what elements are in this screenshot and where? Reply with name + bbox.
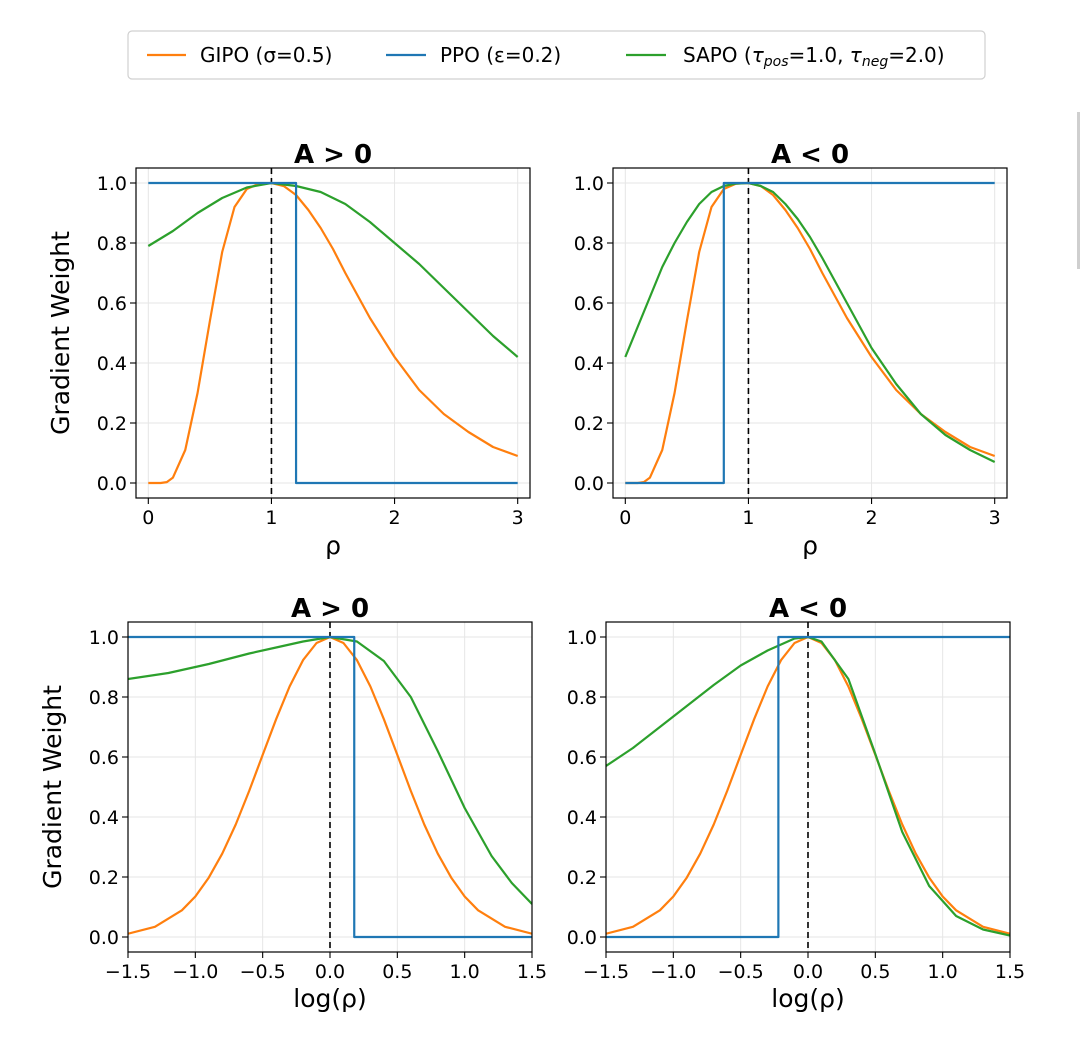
y-tick-label: 0.4 xyxy=(574,353,604,375)
x-axis-label: ρ xyxy=(802,531,818,560)
series-line-sapo xyxy=(147,181,519,358)
legend-label-ppo: PPO (ε=0.2) xyxy=(440,43,561,67)
legend: GIPO (σ=0.5) PPO (ε=0.2) SAPO (τpos=1.0, τ… xyxy=(127,30,986,80)
y-tick-label: 0.6 xyxy=(89,747,119,769)
x-tick-label: 1 xyxy=(742,507,754,529)
y-tick-label: 0.6 xyxy=(567,747,597,769)
legend-label-gipo: GIPO (σ=0.5) xyxy=(200,43,332,67)
series-line-ppo xyxy=(148,181,518,485)
y-tick-label: 0.2 xyxy=(567,867,597,889)
y-tick-label: 0.8 xyxy=(567,687,597,709)
x-tick-label: −1.0 xyxy=(172,961,218,983)
legend-label-part: τ xyxy=(752,43,765,67)
legend-frame xyxy=(127,30,986,80)
panel-bottom-right: −1.5 −1.0 −0.5 0.0 0.5 1.0 1.5 0.0 0.2 0.4 0.6 0.8 1… xyxy=(567,594,1025,1013)
y-tick-label: 0.2 xyxy=(97,413,127,435)
x-tick-label: 1.0 xyxy=(450,961,480,983)
y-tick-label: 0.8 xyxy=(89,687,119,709)
x-axis-label: log(ρ) xyxy=(771,984,845,1013)
x-tick-label: 2 xyxy=(866,507,878,529)
y-tick-label: 0.0 xyxy=(97,473,127,495)
y-tick-label: 1.0 xyxy=(574,173,604,195)
x-tick-label: 0.5 xyxy=(382,961,412,983)
x-tick-label: 0.0 xyxy=(793,961,823,983)
plot-area xyxy=(147,168,519,498)
y-tick-label: 0.8 xyxy=(574,233,604,255)
panel-top-left: 0 1 2 3 0.0 0.2 0.4 0.6 0.8 1.0 A > 0 ρ Gradient Wei… xyxy=(46,140,531,560)
panel-top-right: 0 1 2 3 0.0 0.2 0.4 0.6 0.8 1.0 A < 0 ρ xyxy=(574,140,1008,560)
x-tick-label: 0.0 xyxy=(315,961,345,983)
x-tick-label: 1.5 xyxy=(517,961,547,983)
x-axis-label: ρ xyxy=(325,531,341,560)
plot-area xyxy=(606,622,1010,952)
legend-label-part: =1.0, xyxy=(789,43,850,67)
x-tick-label: 0 xyxy=(619,507,631,529)
series-line-ppo xyxy=(128,635,532,939)
window-edge-bar xyxy=(1077,112,1080,269)
legend-label-part: SAPO ( xyxy=(683,43,752,67)
legend-label-part: pos xyxy=(763,54,789,70)
x-tick-label: 0.5 xyxy=(860,961,890,983)
axes-frame xyxy=(135,167,531,499)
x-tick-label: 1 xyxy=(265,507,277,529)
y-tick-label: 1.0 xyxy=(97,173,127,195)
legend-label-part: τ xyxy=(850,43,863,67)
panel-title: A < 0 xyxy=(769,594,847,624)
panel-title: A > 0 xyxy=(291,594,369,624)
y-tick-label: 1.0 xyxy=(567,627,597,649)
x-tick-label: 1.5 xyxy=(995,961,1025,983)
x-axis-label: log(ρ) xyxy=(293,984,367,1013)
y-tick-label: 0.0 xyxy=(574,473,604,495)
y-tick-label: 0.6 xyxy=(97,293,127,315)
x-tick-label: −1.5 xyxy=(583,961,629,983)
legend-label-part: neg xyxy=(862,54,888,70)
x-tick-label: −1.5 xyxy=(105,961,151,983)
y-tick-label: 1.0 xyxy=(89,627,119,649)
series-line-sapo xyxy=(128,635,532,905)
y-axis-label: Gradient Weight xyxy=(46,231,75,435)
x-tick-label: 1.0 xyxy=(928,961,958,983)
panel-bottom-left: −1.5 −1.0 −0.5 0.0 0.5 1.0 1.5 0.0 0.2 0.4 0.6 0.8 1… xyxy=(38,594,547,1013)
x-tick-label: −0.5 xyxy=(718,961,764,983)
y-tick-label: 0.4 xyxy=(567,807,597,829)
y-tick-label: 0.0 xyxy=(89,927,119,949)
y-tick-label: 0.0 xyxy=(567,927,597,949)
x-tick-label: 0 xyxy=(142,507,154,529)
y-axis-label: Gradient Weight xyxy=(38,685,67,889)
plot-area xyxy=(128,622,532,952)
plot-area xyxy=(624,168,996,498)
y-tick-label: 0.2 xyxy=(89,867,119,889)
x-tick-label: 3 xyxy=(512,507,524,529)
panel-title: A > 0 xyxy=(294,140,372,170)
legend-label-part: =2.0) xyxy=(888,43,944,67)
x-tick-label: 2 xyxy=(389,507,401,529)
series-line-gipo xyxy=(625,181,996,485)
y-tick-label: 0.6 xyxy=(574,293,604,315)
legend-label-sapo: SAPO (τpos=1.0, τneg=2.0) xyxy=(683,43,945,70)
x-tick-label: −0.5 xyxy=(240,961,286,983)
series-line-gipo xyxy=(148,181,519,485)
y-tick-label: 0.2 xyxy=(574,413,604,435)
y-tick-label: 0.4 xyxy=(89,807,119,829)
series-line-ppo xyxy=(625,181,995,485)
series-line-ppo xyxy=(606,635,1010,939)
y-tick-label: 0.4 xyxy=(97,353,127,375)
y-tick-label: 0.8 xyxy=(97,233,127,255)
series-line-sapo xyxy=(624,181,996,463)
x-tick-label: 3 xyxy=(989,507,1001,529)
x-tick-label: −1.0 xyxy=(650,961,696,983)
axes-frame xyxy=(612,167,1008,499)
panel-title: A < 0 xyxy=(771,140,849,170)
